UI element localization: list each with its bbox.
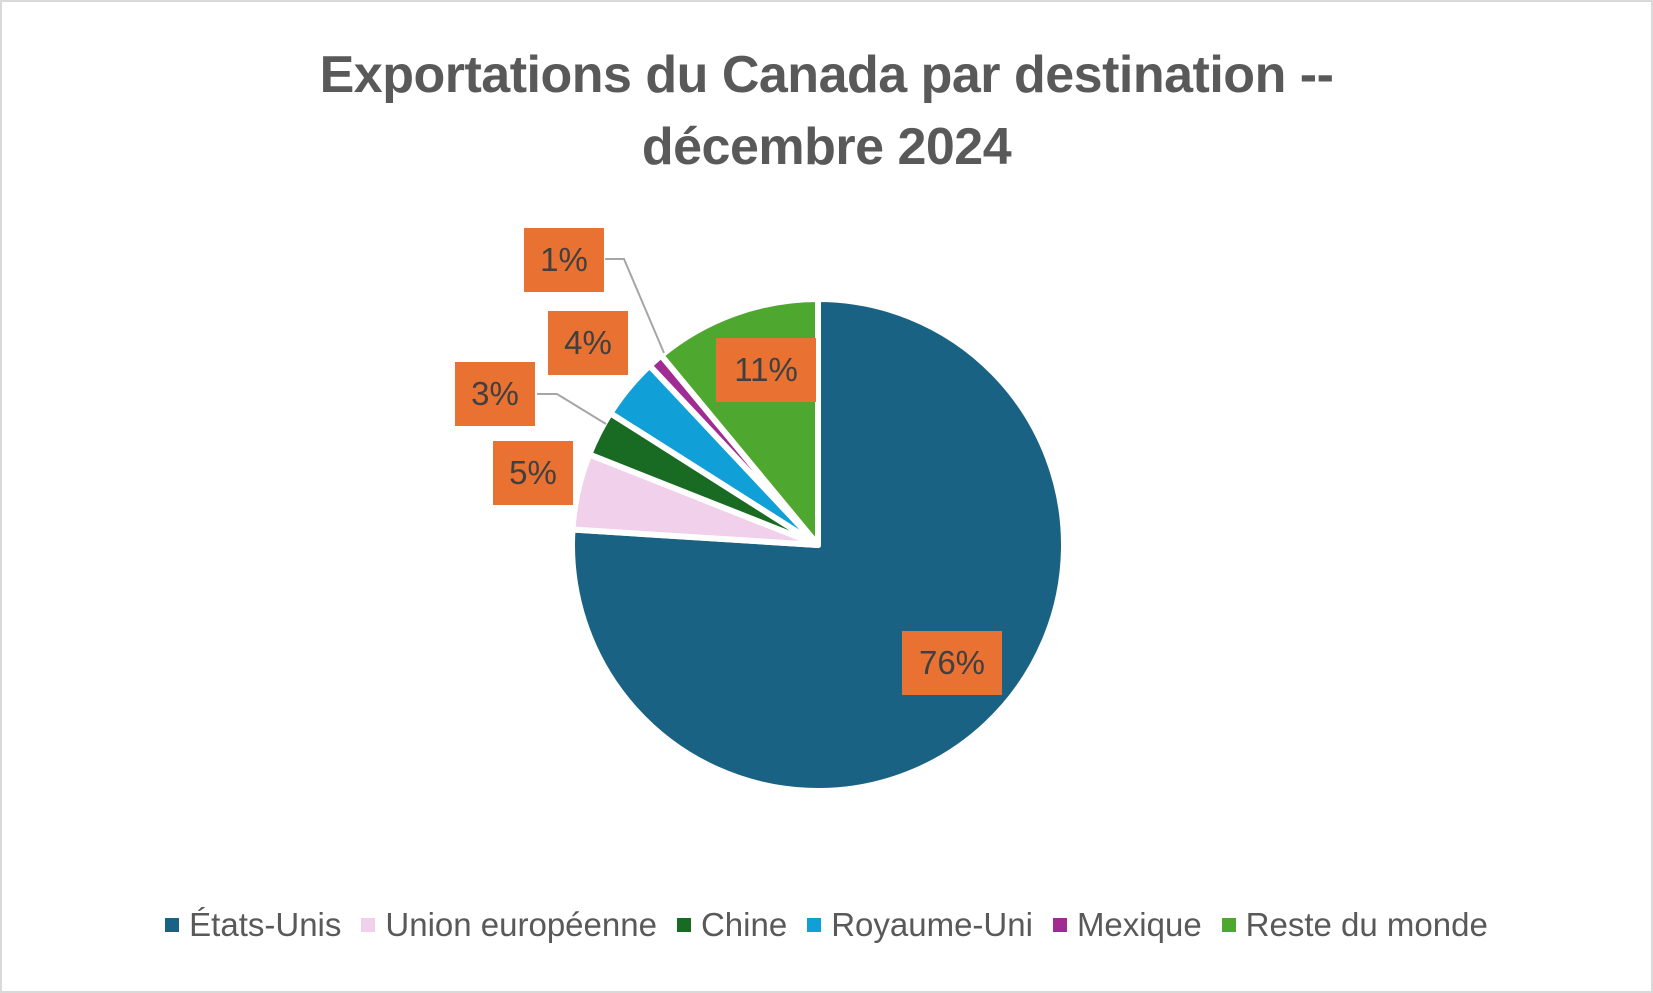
legend-label: Mexique — [1076, 906, 1202, 943]
data-label-union-europeenne: 5% — [493, 441, 573, 505]
legend-swatch — [1221, 918, 1236, 932]
data-label-mexique: 1% — [524, 228, 604, 292]
legend-label: Reste du monde — [1245, 906, 1488, 943]
legend-item-union-europeenne: Union européenne — [361, 900, 657, 950]
leader-line-mexique — [605, 258, 665, 354]
legend-label: Royaume-Uni — [831, 906, 1033, 943]
chart-legend: États-Unis Union européenne Chine Royaum… — [0, 900, 1653, 950]
leader-line-chine — [537, 393, 607, 425]
legend-item-mexique: Mexique — [1052, 900, 1202, 950]
legend-label: États-Unis — [189, 906, 342, 943]
legend-item-reste-du-monde: Reste du monde — [1221, 900, 1488, 950]
legend-swatch — [807, 918, 822, 932]
legend-swatch — [361, 918, 376, 932]
data-label-reste-du-monde: 11% — [716, 338, 816, 402]
data-label-etats-unis: 76% — [902, 631, 1002, 695]
legend-swatch — [165, 918, 180, 932]
legend-item-royaume-uni: Royaume-Uni — [807, 900, 1033, 950]
legend-item-chine: Chine — [676, 900, 788, 950]
data-label-royaume-uni: 4% — [548, 311, 628, 375]
legend-label: Union européenne — [385, 906, 657, 943]
legend-label: Chine — [700, 906, 788, 943]
pie-slices — [569, 296, 1067, 794]
legend-item-etats-unis: États-Unis — [165, 900, 341, 950]
chart-title-line-1: Exportations du Canada par destination -… — [319, 46, 1334, 104]
legend-swatch — [1052, 918, 1067, 932]
chart-title-line-2: décembre 2024 — [641, 118, 1012, 176]
legend-swatch — [676, 918, 691, 932]
data-label-chine: 3% — [455, 362, 535, 426]
